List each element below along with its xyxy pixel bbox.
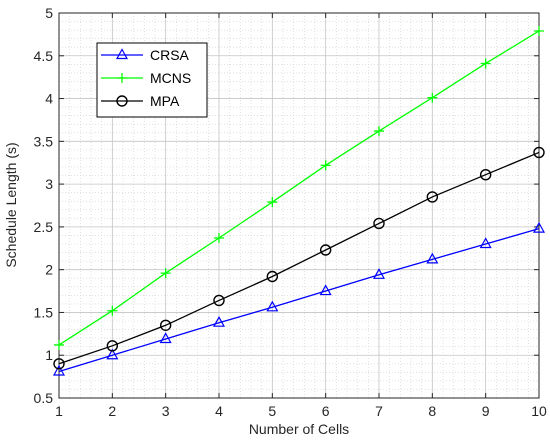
x-tick-label: 8 [428,403,436,419]
series-line [58,151,540,365]
data-point-plus [480,58,491,69]
series-crsa [52,221,546,376]
y-tick-labels: 0.5 1 1.5 2 2.5 3 3.5 4 4.5 5 [34,5,54,406]
x-tick-label: 6 [322,403,330,419]
data-point-plus [427,92,438,103]
data-point-circle [159,319,172,331]
data-point-circle [116,95,128,107]
data-point-triangle [159,332,172,344]
data-point-plus [214,233,224,244]
data-point-triangle [106,348,119,360]
legend-entry: MPA [101,93,180,109]
x-tick-label: 5 [268,403,276,419]
legend-entry: CRSA [101,47,190,63]
x-tick-label: 4 [215,403,223,419]
data-point-triangle [532,221,546,233]
y-tick-label: 4 [45,91,53,107]
x-tick-label: 2 [108,403,116,419]
axis-ticks [58,12,540,399]
y-axis-label: Schedule Length (s) [3,142,19,267]
legend-entry: MCNS [101,70,191,86]
data-point-triangle [52,364,66,376]
data-point-circle [319,244,332,256]
x-tick-label: 10 [531,403,547,419]
data-point-triangle [266,300,279,312]
legend-label: CRSA [150,47,190,63]
x-tick-label: 9 [482,403,490,419]
series-mpa [53,146,545,370]
data-point-triangle [372,268,386,279]
y-tick-label: 0.5 [34,390,54,406]
data-point-plus [320,160,331,171]
data-point-plus [374,126,384,137]
y-tick-label: 4.5 [34,48,54,64]
data-point-triangle [479,237,492,249]
y-tick-label: 5 [45,5,53,21]
y-tick-label: 2 [45,262,53,278]
data-point-circle [106,340,119,352]
data-point-circle [426,191,439,203]
data-point-plus [117,73,127,83]
data-point-circle [373,217,385,230]
plot-frame [58,12,540,399]
y-tick-label: 1 [45,347,53,363]
series-mcns [54,25,544,350]
x-tick-label: 7 [375,403,383,419]
x-tick-labels: 1 2 3 4 5 6 7 8 9 10 [55,403,547,419]
data-point-circle [533,146,545,159]
data-point-circle [213,294,225,307]
series-line [58,227,540,373]
minor-grid [59,13,539,398]
data-point-triangle [426,252,439,264]
data-point-plus [107,305,118,316]
legend-label: MCNS [150,70,191,86]
data-point-plus [54,339,64,350]
x-axis-label: Number of Cells [249,421,349,437]
data-point-circle [479,168,492,181]
series-line [58,30,540,346]
y-tick-label: 1.5 [34,304,54,320]
data-point-circle [266,270,279,283]
x-tick-label: 1 [55,403,63,419]
legend-label: MPA [150,93,180,109]
data-point-triangle [212,315,226,327]
data-point-plus [267,197,278,208]
series-layer [52,25,546,376]
y-tick-label: 2.5 [34,219,54,235]
legend: CRSA MCNS MPA [96,42,208,118]
data-point-triangle [115,48,129,60]
y-tick-label: 3 [45,176,53,192]
data-point-plus [534,25,544,36]
data-point-circle [53,358,65,370]
x-tick-label: 3 [162,403,170,419]
data-point-plus [160,268,171,279]
y-tick-label: 3.5 [34,133,54,149]
data-point-triangle [319,284,332,296]
